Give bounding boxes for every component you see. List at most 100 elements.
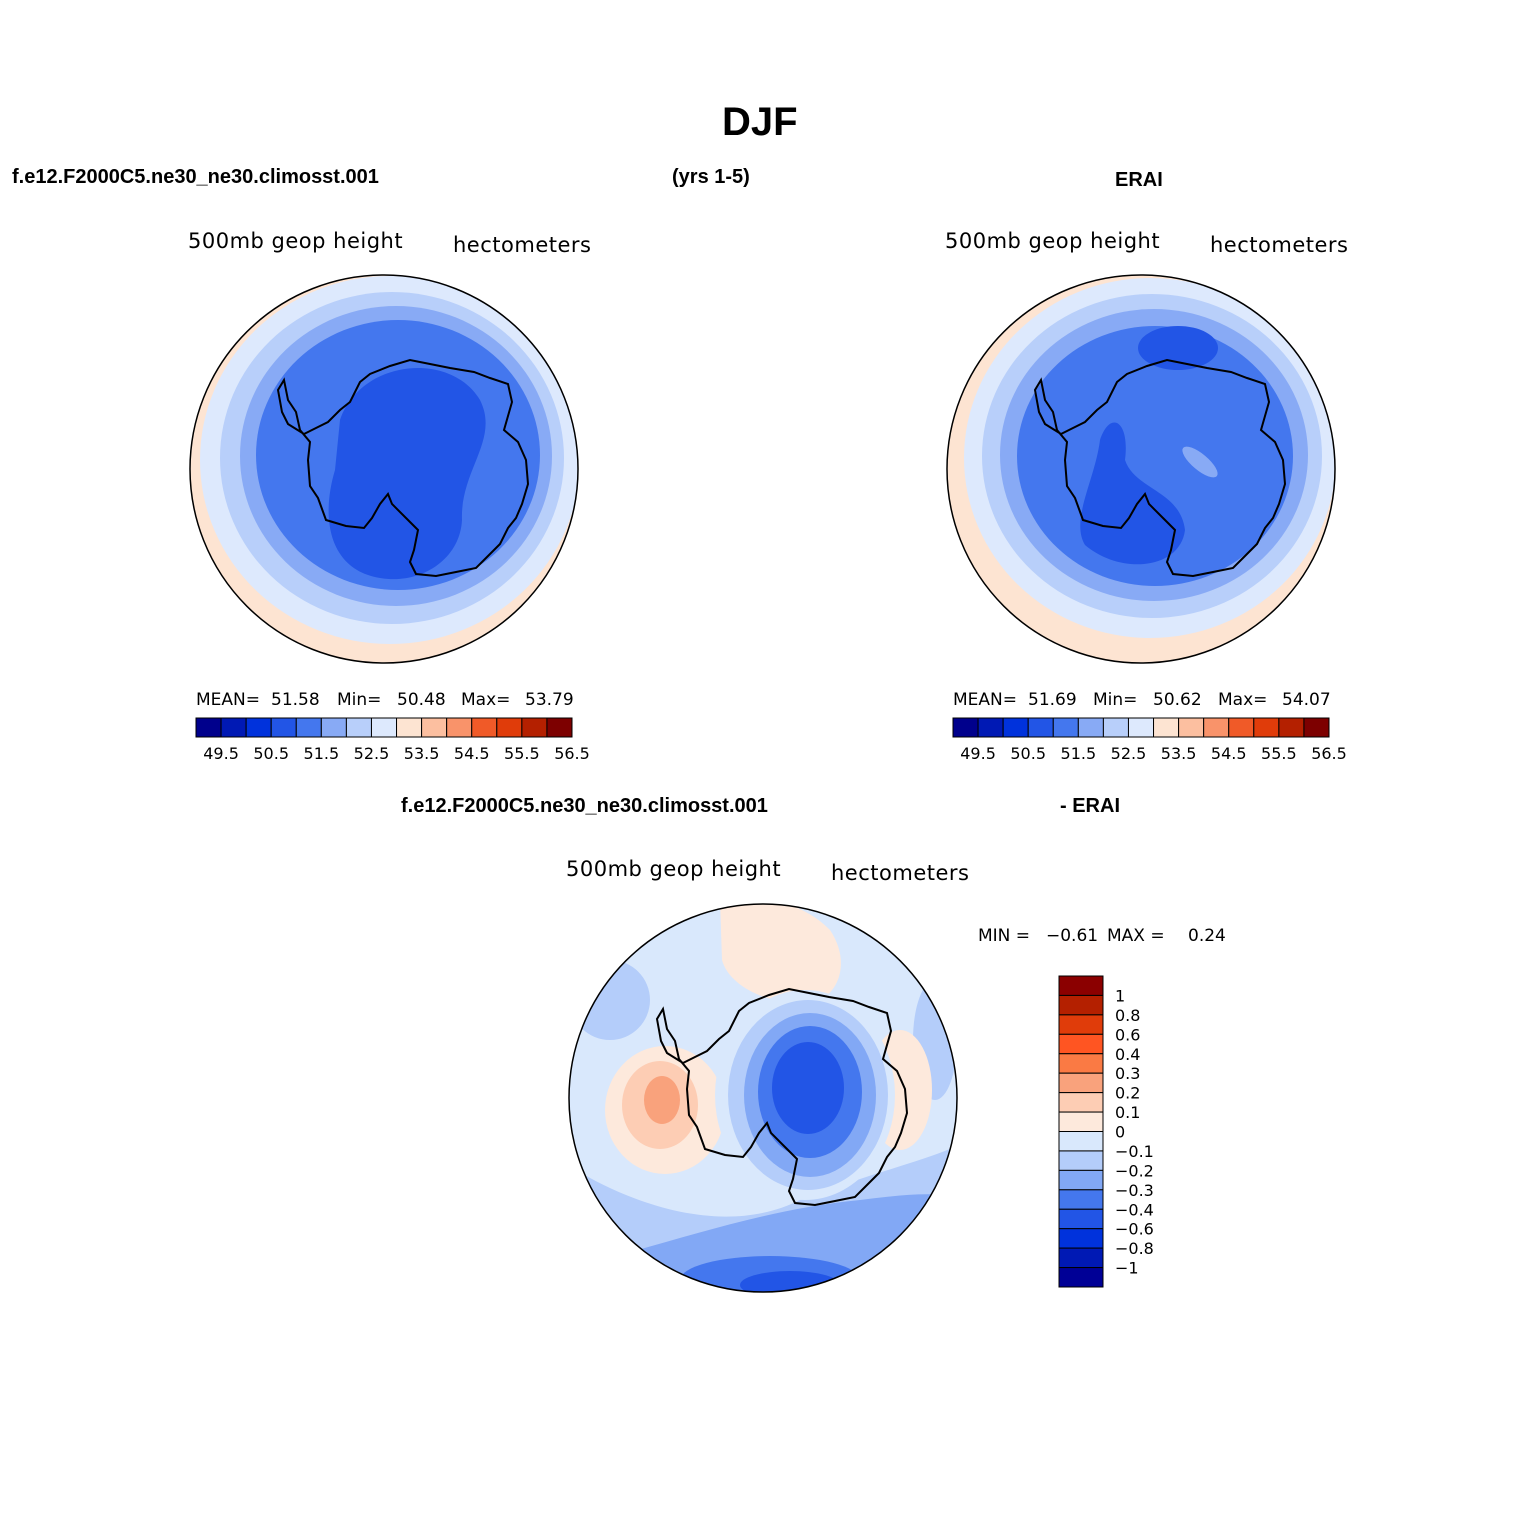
diff-colorbar-swatch	[1058, 1228, 1104, 1249]
diff-colorbar-swatch	[1058, 1053, 1104, 1074]
model-colorbar-tick-label: 52.5	[354, 744, 390, 763]
diff-colorbar-tick-label: −0.6	[1115, 1220, 1154, 1239]
obs-map	[947, 275, 1335, 663]
diff-band-neg-0-6-south	[740, 1271, 840, 1292]
diff-colorbar-swatch	[1058, 1169, 1104, 1191]
diff-colorbar-tick-label: 1	[1115, 986, 1125, 1005]
model-colorbar: 49.5 50.5 51.5 52.5 53.5 54.5 55.5 56.5	[195, 717, 590, 763]
obs-min-label: Min=	[1093, 690, 1138, 710]
obs-name: ERAI	[1115, 169, 1163, 191]
diff-variable-label: 500mb geop height	[566, 857, 782, 881]
model-min-label: Min=	[337, 690, 382, 710]
diff-band-neg-0-6-core	[772, 1042, 844, 1134]
model-colorbar-swatch	[345, 717, 372, 738]
obs-colorbar-swatch	[1203, 717, 1230, 738]
diff-case-name: f.e12.F2000C5.ne30_ne30.climosst.001	[401, 795, 768, 817]
obs-colorbar-tick-label: 56.5	[1311, 744, 1347, 763]
diff-colorbar-swatch	[1058, 1189, 1104, 1210]
diff-max-value: 0.24	[1188, 926, 1226, 946]
diff-colorbar-tick-label: 0	[1115, 1123, 1125, 1142]
diff-colorbar-tick-label: 0.2	[1115, 1084, 1140, 1103]
model-colorbar-swatch	[521, 717, 548, 738]
diff-min-value: −0.61	[1046, 926, 1099, 946]
diff-band-pos-0-3-west	[644, 1076, 680, 1124]
model-colorbar-swatch	[546, 717, 573, 738]
diff-colorbar-tick-label: 0.6	[1115, 1025, 1140, 1044]
case-name: f.e12.F2000C5.ne30_ne30.climosst.001	[12, 166, 379, 188]
model-colorbar-tick-label: 50.5	[253, 744, 289, 763]
model-colorbar-tick-label: 55.5	[504, 744, 540, 763]
years-label: (yrs 1-5)	[672, 166, 750, 188]
diff-colorbar-swatch	[1058, 1131, 1104, 1152]
model-mean-value: 51.58	[271, 690, 320, 710]
obs-colorbar-tick-label: 51.5	[1061, 744, 1097, 763]
model-mean-label: MEAN=	[196, 690, 260, 710]
model-colorbar-swatch	[220, 717, 247, 738]
obs-colorbar-tick-label: 54.5	[1211, 744, 1247, 763]
diff-map-border	[568, 903, 958, 1293]
model-min-value: 50.48	[397, 690, 446, 710]
obs-band-50-5	[1080, 422, 1185, 565]
model-colorbar-swatch	[496, 717, 523, 738]
diff-colorbar-swatch	[1058, 1111, 1104, 1132]
diff-colorbar-swatch	[1058, 994, 1104, 1016]
diff-colorbar-tick-label: −0.4	[1115, 1200, 1154, 1219]
obs-colorbar-swatch	[1052, 717, 1079, 738]
obs-colorbar-swatch	[1153, 717, 1180, 738]
obs-colorbar-swatch	[1253, 717, 1280, 738]
model-colorbar-swatch	[421, 717, 448, 738]
obs-colorbar-swatch	[1077, 717, 1104, 738]
model-colorbar-tick-label: 54.5	[454, 744, 490, 763]
model-map-border	[189, 274, 579, 664]
diff-colorbar-tick-label: 0.4	[1115, 1045, 1140, 1064]
obs-colorbar-swatch	[1127, 717, 1155, 738]
obs-colorbar: 49.5 50.5 51.5 52.5 53.5 54.5 55.5 56.5	[952, 717, 1347, 763]
model-map	[190, 275, 578, 663]
diff-colorbar-tick-label: 0.1	[1115, 1103, 1140, 1122]
obs-colorbar-swatch	[1178, 717, 1205, 738]
obs-map-border	[946, 274, 1336, 664]
diff-colorbar-tick-label: −0.8	[1115, 1239, 1154, 1258]
obs-colorbar-tick-label: 50.5	[1010, 744, 1046, 763]
obs-colorbar-swatch	[1303, 717, 1330, 738]
obs-colorbar-swatch	[1228, 717, 1255, 738]
diff-colorbar-tick-label: −0.1	[1115, 1142, 1154, 1161]
obs-colorbar-swatch	[1027, 717, 1054, 738]
diff-colorbar: 10.80.60.40.30.20.10−0.1−0.2−0.3−0.4−0.6…	[1058, 975, 1154, 1288]
model-units-label: hectometers	[453, 233, 592, 257]
model-colorbar-swatch	[471, 717, 498, 738]
diff-band-pos-0-1-north	[720, 904, 841, 1003]
obs-variable-label: 500mb geop height	[945, 229, 1161, 253]
obs-colorbar-tick-label: 55.5	[1261, 744, 1297, 763]
obs-colorbar-tick-label: 49.5	[960, 744, 996, 763]
diff-max-label: MAX =	[1107, 926, 1165, 946]
diff-obs-name: - ERAI	[1060, 795, 1120, 817]
diff-colorbar-swatch	[1058, 975, 1104, 996]
obs-max-label: Max=	[1218, 690, 1268, 710]
diff-colorbar-swatch	[1058, 1267, 1104, 1288]
model-max-value: 53.79	[525, 690, 574, 710]
model-colorbar-tick-label: 51.5	[304, 744, 340, 763]
diff-colorbar-swatch	[1058, 1092, 1104, 1113]
model-colorbar-swatch	[295, 717, 322, 738]
diff-colorbar-swatch	[1058, 1014, 1104, 1035]
obs-mean-label: MEAN=	[953, 690, 1017, 710]
obs-band-50-5-north	[1138, 326, 1218, 370]
model-colorbar-swatch	[270, 717, 297, 738]
figure-title: DJF	[722, 100, 798, 144]
model-colorbar-swatch	[195, 717, 222, 738]
model-variable-label: 500mb geop height	[188, 229, 404, 253]
diff-colorbar-swatch	[1058, 1247, 1104, 1269]
model-colorbar-tick-label: 49.5	[203, 744, 239, 763]
model-max-label: Max=	[461, 690, 511, 710]
diff-colorbar-tick-label: 0.8	[1115, 1006, 1140, 1025]
obs-band-51-5-island	[1182, 446, 1218, 478]
diff-colorbar-swatch	[1058, 1033, 1104, 1055]
diff-colorbar-swatch	[1058, 1150, 1104, 1171]
model-colorbar-swatch	[446, 717, 473, 738]
obs-colorbar-swatch	[977, 717, 1004, 738]
obs-max-value: 54.07	[1282, 690, 1331, 710]
obs-colorbar-swatch	[952, 717, 979, 738]
diff-colorbar-swatch	[1058, 1072, 1104, 1094]
